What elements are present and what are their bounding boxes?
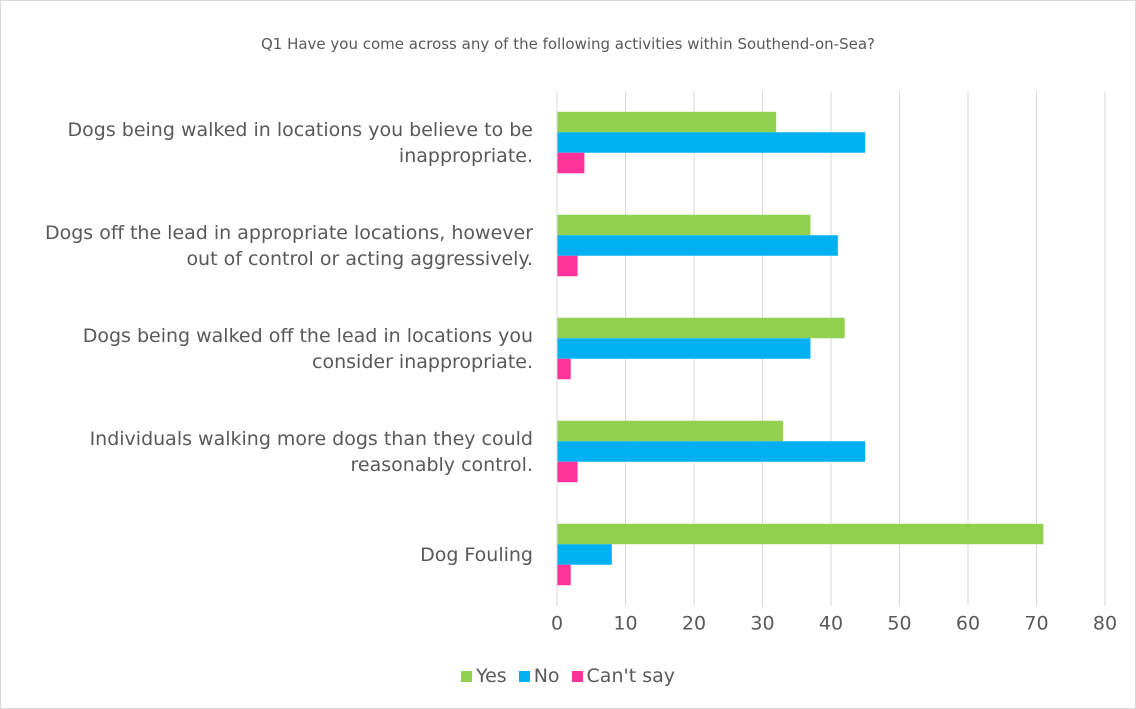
- category-label: Dogs being walked in locations you belie…: [67, 118, 533, 167]
- x-tick-label: 40: [819, 613, 843, 635]
- category-label: Individuals walking more dogs than they …: [89, 427, 533, 476]
- legend-label: Yes: [476, 665, 507, 687]
- bar: [557, 461, 578, 483]
- legend-swatch: [461, 670, 473, 682]
- bar: [557, 132, 866, 153]
- x-tick-label: 10: [613, 613, 637, 635]
- bar: [557, 111, 777, 133]
- bar: [557, 420, 784, 442]
- category-label: Dogs off the lead in appropriate locatio…: [44, 221, 533, 270]
- bar: [557, 441, 866, 462]
- bar: [557, 214, 811, 236]
- bar: [557, 564, 571, 586]
- bar: [557, 255, 578, 277]
- x-tick-label: 80: [1093, 613, 1117, 635]
- bar: [557, 358, 571, 380]
- bar: [557, 338, 811, 359]
- x-tick-label: 0: [551, 613, 563, 635]
- bar: [557, 235, 838, 256]
- legend-swatch: [571, 670, 583, 682]
- x-tick-label: 50: [887, 613, 911, 635]
- legend-label: Can't say: [586, 665, 675, 687]
- x-tick-label: 30: [750, 613, 774, 635]
- legend-item: Can't say: [571, 665, 675, 687]
- bar: [557, 523, 1044, 545]
- x-tick-label: 70: [1024, 613, 1048, 635]
- legend-swatch: [518, 670, 530, 682]
- legend-label: No: [533, 665, 560, 687]
- legend-item: No: [518, 665, 560, 687]
- bar: [557, 152, 585, 174]
- x-tick-label: 60: [956, 613, 980, 635]
- bar: [557, 544, 612, 565]
- x-tick-label: 20: [682, 613, 706, 635]
- category-label: Dog Fouling: [420, 543, 533, 566]
- category-label: Dogs being walked off the lead in locati…: [82, 324, 533, 373]
- legend: Yes No Can't say: [1, 665, 1135, 687]
- legend-item: Yes: [461, 665, 507, 687]
- chart-title: Q1 Have you come across any of the follo…: [260, 35, 876, 53]
- bar: [557, 317, 845, 339]
